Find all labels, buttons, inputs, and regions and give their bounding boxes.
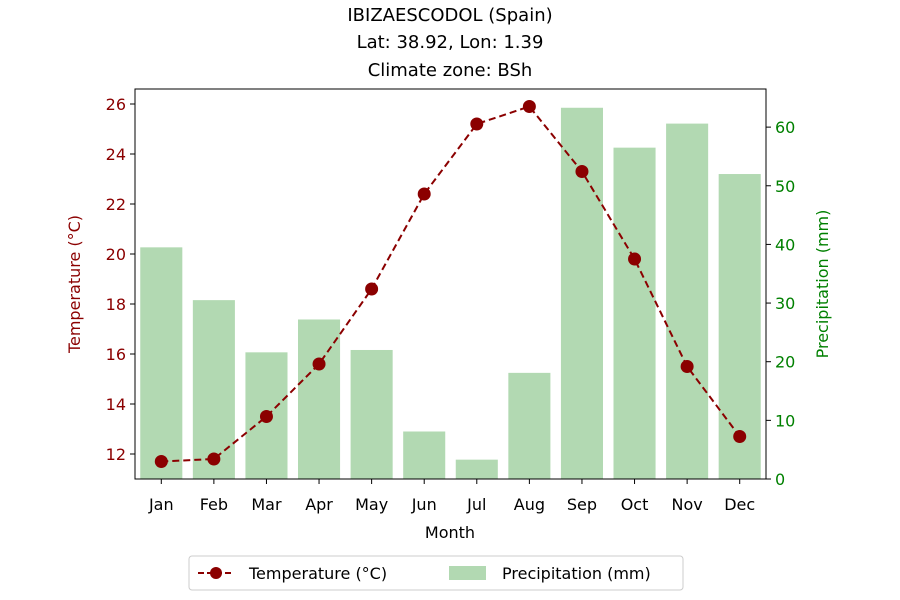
temperature-point-sep	[575, 165, 589, 178]
legend-box	[188, 555, 684, 591]
precipitation-tick-label: 40	[775, 235, 795, 254]
legend: Temperature (°C) Precipitation (mm)	[188, 555, 684, 591]
x-axis-label: Month	[425, 523, 475, 542]
precipitation-tick-label: 50	[775, 177, 795, 196]
temperature-point-apr	[312, 357, 326, 371]
precipitation-bar-aug	[508, 372, 551, 479]
precipitation-tick-label: 30	[775, 294, 795, 313]
month-tick-label: Jul	[466, 495, 486, 514]
temperature-point-aug	[522, 100, 536, 113]
month-tick-label: Sep	[567, 495, 597, 514]
month-axis: Jan Feb Mar Apr May Jun Jul Aug Sep Oct Nov Dec	[148, 479, 755, 514]
temperature-tick-label: 16	[106, 345, 126, 364]
temperature-tick-label: 18	[106, 295, 126, 314]
temperature-point-feb	[207, 452, 221, 466]
month-tick-label: Nov	[672, 495, 703, 514]
month-tick-label: Oct	[621, 495, 649, 514]
chart-title-line-3: Climate zone: BSh	[368, 60, 533, 81]
legend-precipitation-label: Precipitation (mm)	[502, 564, 651, 583]
temperature-point-oct	[628, 252, 642, 266]
month-tick-label: Aug	[514, 495, 545, 514]
temperature-tick-label: 14	[106, 395, 126, 414]
temperature-point-jun	[417, 187, 431, 201]
precipitation-bars	[140, 107, 761, 480]
month-tick-label: Jun	[411, 495, 437, 514]
precipitation-bar-nov	[666, 123, 709, 479]
precipitation-axis: 0 10 20 30 40 50 60	[766, 118, 795, 489]
precipitation-bar-feb	[192, 300, 235, 479]
legend-precipitation-swatch	[449, 566, 486, 580]
temperature-point-nov	[680, 360, 694, 373]
legend-temperature-label: Temperature (°C)	[248, 564, 387, 583]
temperature-point-jul	[470, 117, 484, 131]
temperature-tick-label: 12	[106, 445, 126, 464]
plot-frame	[134, 88, 767, 480]
precipitation-tick-label: 0	[775, 470, 785, 489]
month-tick-label: May	[355, 495, 388, 514]
temperature-tick-label: 20	[106, 245, 126, 264]
temperature-point-jan	[154, 455, 168, 468]
precipitation-bar-may	[350, 349, 393, 479]
chart-title-line-2: Lat: 38.92, Lon: 1.39	[357, 32, 544, 53]
right-axis-label: Precipitation (mm)	[813, 210, 832, 359]
precipitation-bar-jun	[403, 431, 446, 479]
temperature-point-mar	[259, 410, 273, 423]
temperature-series	[154, 100, 747, 468]
left-axis-label: Temperature (°C)	[65, 215, 84, 354]
temperature-tick-label: 22	[106, 195, 126, 214]
precipitation-bar-jul	[455, 459, 498, 479]
precipitation-tick-label: 10	[775, 411, 795, 430]
temperature-axis: 12 14 16 18 20 22 24 26	[106, 95, 135, 464]
temperature-point-dec	[733, 430, 747, 443]
precipitation-bar-sep	[560, 107, 603, 480]
temperature-line	[161, 105, 741, 463]
precipitation-bar-jan	[140, 247, 183, 479]
precipitation-bar-dec	[718, 174, 761, 479]
precipitation-bar-apr	[298, 319, 341, 479]
temperature-tick-label: 24	[106, 145, 126, 164]
month-tick-label: Mar	[251, 495, 282, 514]
month-tick-label: Apr	[305, 495, 333, 514]
precipitation-tick-label: 60	[775, 118, 795, 137]
legend-temperature-marker	[210, 567, 222, 579]
temperature-tick-label: 26	[106, 95, 126, 114]
month-tick-label: Jan	[148, 495, 174, 514]
precipitation-bar-oct	[613, 147, 656, 480]
precipitation-tick-label: 20	[775, 353, 795, 372]
chart-title-line-1: IBIZAESCODOL (Spain)	[347, 5, 552, 26]
month-tick-label: Dec	[724, 495, 755, 514]
month-tick-label: Feb	[200, 495, 228, 514]
temperature-point-may	[365, 282, 379, 296]
